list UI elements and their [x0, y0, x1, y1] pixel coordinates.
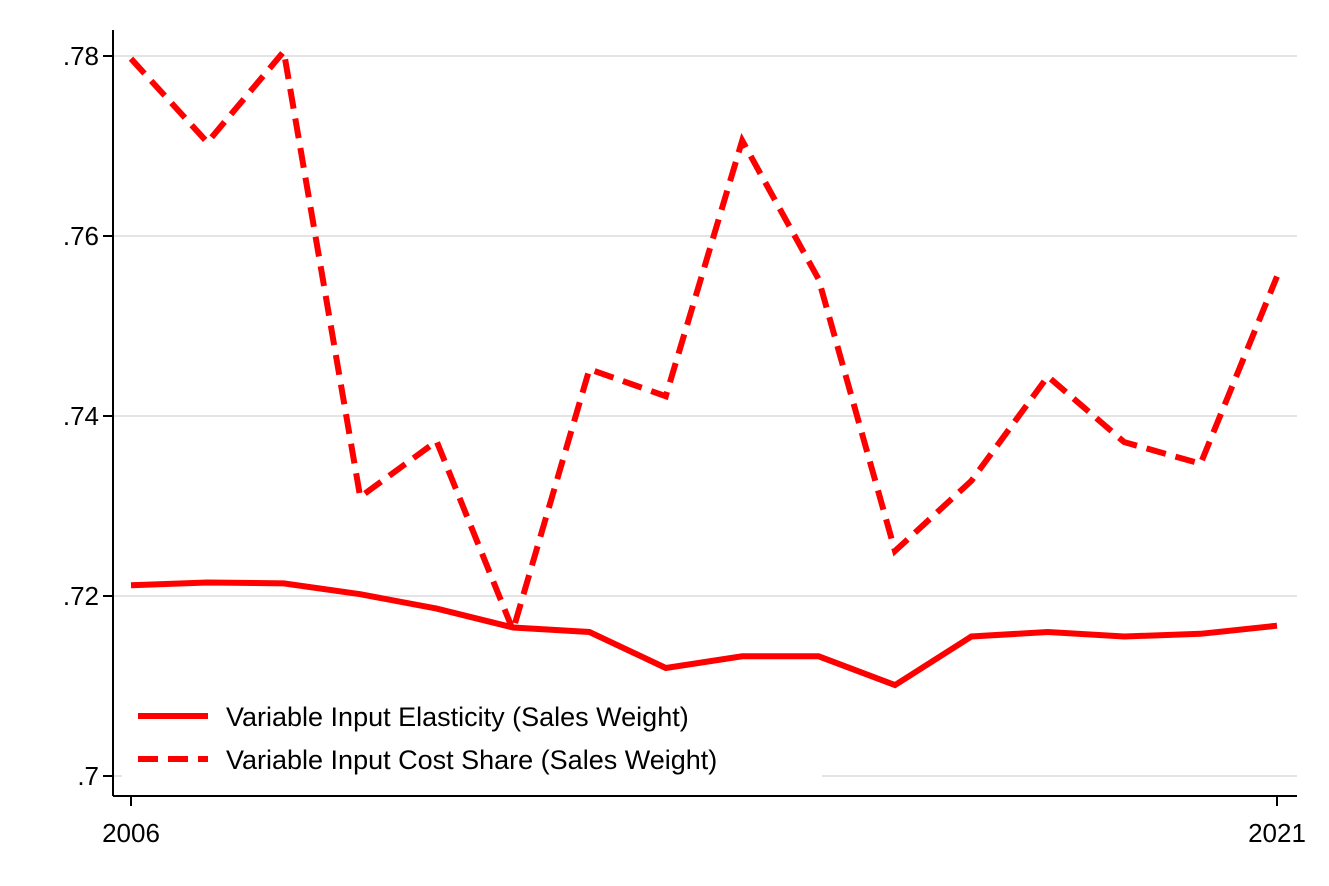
y-tick-label: .74 — [63, 401, 99, 431]
legend-label: Variable Input Elasticity (Sales Weight) — [226, 702, 689, 732]
series-lines — [128, 44, 1280, 689]
legend-box — [122, 688, 822, 780]
legend-label: Variable Input Cost Share (Sales Weight) — [226, 745, 717, 775]
axes: .7 .72 .74 .76 .78 2006 2021 — [63, 30, 1306, 848]
y-tick-label: .78 — [63, 41, 99, 71]
legend: Variable Input Elasticity (Sales Weight)… — [122, 688, 822, 780]
y-tick-label: .7 — [77, 761, 99, 791]
series-line-cost-share — [128, 44, 1280, 640]
x-tick-label: 2006 — [102, 818, 160, 848]
x-tick-label: 2021 — [1248, 818, 1306, 848]
y-tick-label: .76 — [63, 221, 99, 251]
series-line-elasticity — [130, 579, 1278, 689]
y-tick-label: .72 — [63, 581, 99, 611]
